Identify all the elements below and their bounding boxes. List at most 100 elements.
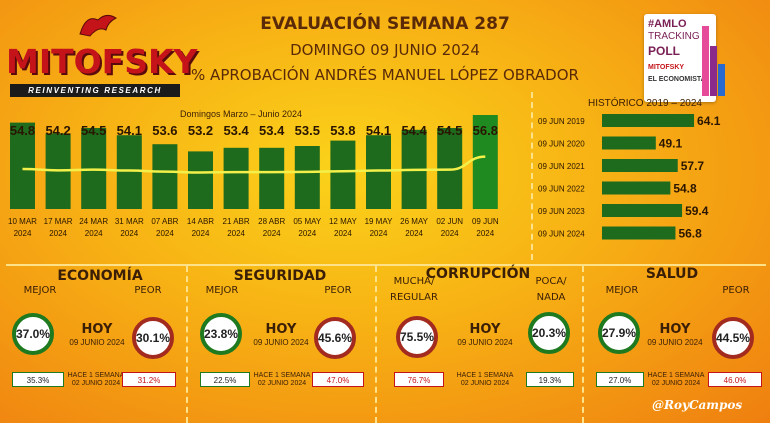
weekly-value-label: 53.5 <box>295 123 320 138</box>
weekly-value-label: 54.1 <box>366 123 391 138</box>
weekly-date-label: 14 ABR <box>187 217 214 226</box>
weekly-value-label: 54.1 <box>117 123 142 138</box>
weekly-date-label: 24 MAR <box>79 217 108 226</box>
page-date: DOMINGO 09 JUNIO 2024 <box>290 41 480 59</box>
week-ago-date: 02 JUNIO 2024 <box>71 380 121 387</box>
bad-value: 44.5% <box>712 317 754 359</box>
weekly-chart-subtitle: Domingos Marzo – Junio 2024 <box>180 109 303 119</box>
bad-value: 45.6% <box>314 317 356 359</box>
weekly-bar <box>116 135 142 209</box>
good-label: MEJOR <box>205 285 239 296</box>
week-ago-text: HACE 1 SEMANA <box>456 372 514 379</box>
weekly-date-label: 10 MAR <box>8 217 37 226</box>
weekly-year-label: 2024 <box>120 229 138 238</box>
week-ago-date: 02 JUNIO 2024 <box>651 380 701 387</box>
weekly-year-label: 2024 <box>156 229 174 238</box>
weekly-date-label: 26 MAY <box>400 217 429 226</box>
historic-value-label: 49.1 <box>659 137 683 151</box>
prev-good-value: 76.7% <box>394 372 444 387</box>
weekly-value-label: 54.4 <box>401 123 427 138</box>
prev-good-value: 22.5% <box>200 372 250 387</box>
weekly-year-label: 2024 <box>192 229 210 238</box>
historic-approval-chart: 09 JUN 2019 64.1 09 JUN 2020 49.1 09 JUN 202… <box>538 114 721 241</box>
historic-bar <box>602 136 656 150</box>
prev-bad-value: 31.2% <box>122 372 176 387</box>
badge-brand-economista: EL ECONOMISTA <box>648 76 706 83</box>
today-date: 09 JUNIO 2024 <box>647 338 703 347</box>
historic-value-label: 56.8 <box>678 227 702 241</box>
weekly-year-label: 2024 <box>85 229 103 238</box>
weekly-bar <box>223 147 249 209</box>
bad-value: 30.1% <box>132 317 174 359</box>
weekly-value-label: 53.2 <box>188 123 213 138</box>
week-ago-text: HACE 1 SEMANA <box>647 372 705 379</box>
weekly-year-label: 2024 <box>298 229 316 238</box>
weekly-value-label: 53.4 <box>223 123 249 138</box>
badge-brand-mitofsky: MITOFSKY <box>648 64 685 71</box>
weekly-bar <box>10 122 35 209</box>
weekly-value-label: 54.5 <box>437 123 462 138</box>
weekly-value-label: 54.2 <box>45 123 70 138</box>
week-ago-date: 02 JUNIO 2024 <box>460 380 510 387</box>
badge-tracking: TRACKING <box>648 31 700 42</box>
weekly-date-label: 28 ABR <box>258 217 285 226</box>
today-date: 09 JUNIO 2024 <box>69 338 125 347</box>
historic-chart-title: HISTÓRICO 2019 – 2024 <box>588 98 702 109</box>
good-value: 23.8% <box>200 313 242 355</box>
weekly-date-label: 21 ABR <box>223 217 250 226</box>
prev-bad-value: 19.3% <box>526 372 574 387</box>
weekly-year-label: 2024 <box>476 229 494 238</box>
weekly-bar <box>294 146 320 209</box>
eagle-icon <box>79 14 118 37</box>
weekly-bar <box>366 135 391 209</box>
weekly-year-label: 2024 <box>14 229 32 238</box>
week-ago-label: HACE 1 SEMANA 02 JUNIO 2024 <box>252 372 312 388</box>
weekly-year-label: 2024 <box>49 229 67 238</box>
week-ago-label: HACE 1 SEMANA 02 JUNIO 2024 <box>454 372 516 388</box>
week-ago-text: HACE 1 SEMANA <box>67 372 125 379</box>
good-value: 37.0% <box>12 313 54 355</box>
prev-good-value: 35.3% <box>12 372 64 387</box>
weekly-date-label: 19 MAY <box>365 217 394 226</box>
page-subject: % APROBACIÓN ANDRÉS MANUEL LÓPEZ OBRADOR <box>191 66 579 84</box>
section-title: ECONOMÍA <box>57 268 143 284</box>
weekly-year-label: 2024 <box>370 229 388 238</box>
weekly-date-label: 02 JUN <box>436 217 463 226</box>
prev-good-value: 27.0% <box>596 372 644 387</box>
weekly-approval-chart: 54.8 10 MAR 2024 54.2 17 MAR 2024 54.5 24 MAR 20… <box>8 115 499 238</box>
historic-value-label: 59.4 <box>685 204 709 218</box>
historic-bar <box>602 159 678 172</box>
good-label: MEJOR <box>605 285 639 296</box>
week-ago-label: HACE 1 SEMANA 02 JUNIO 2024 <box>66 372 126 388</box>
historic-bar <box>602 114 695 127</box>
bad-label: PEOR <box>722 285 750 296</box>
author-signature: @RoyCampos <box>652 398 743 412</box>
weekly-date-label: 31 MAR <box>115 217 144 226</box>
historic-date-label: 09 JUN 2020 <box>538 140 585 149</box>
mitofsky-logo: MITOFSKY REINVENTING RESEARCH <box>6 8 197 100</box>
page-title: EVALUACIÓN SEMANA 287 <box>260 14 510 34</box>
weekly-date-label: 12 MAY <box>329 217 358 226</box>
logo-tagline: REINVENTING RESEARCH <box>10 84 180 97</box>
historic-value-label: 64.1 <box>697 114 721 128</box>
weekly-year-label: 2024 <box>263 229 281 238</box>
week-ago-label: HACE 1 SEMANA 02 JUNIO 2024 <box>646 372 706 388</box>
historic-date-label: 09 JUN 2019 <box>538 117 585 126</box>
today-label: HOY <box>81 322 113 337</box>
section-divider <box>6 264 766 266</box>
historic-value-label: 54.8 <box>673 182 697 196</box>
vertical-divider <box>375 266 377 423</box>
weekly-year-label: 2024 <box>334 229 352 238</box>
weekly-value-label: 56.8 <box>473 123 498 138</box>
bad-label: PEOR <box>324 285 352 296</box>
week-ago-text: HACE 1 SEMANA <box>253 372 311 379</box>
weekly-date-label: 09 JUN <box>472 217 499 226</box>
weekly-bar <box>330 140 356 209</box>
weekly-date-label: 05 MAY <box>293 217 322 226</box>
section-title: CORRUPCIÓN <box>425 266 531 282</box>
tracking-poll-badge: #AMLO TRACKING POLL MITOFSKY EL ECONOMIS… <box>644 14 725 102</box>
weekly-bar <box>188 151 213 209</box>
historic-bar <box>602 204 683 217</box>
badge-hashtag: #AMLO <box>648 18 687 30</box>
